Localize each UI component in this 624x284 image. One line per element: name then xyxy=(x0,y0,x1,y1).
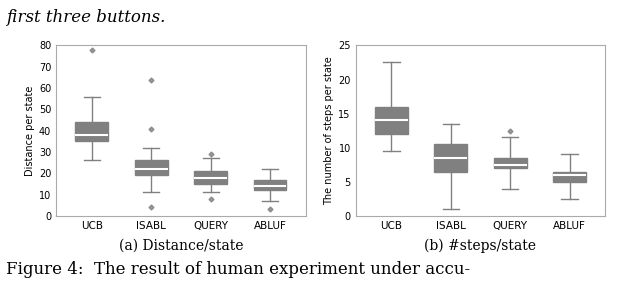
PathPatch shape xyxy=(375,107,407,134)
Y-axis label: The number of steps per state: The number of steps per state xyxy=(324,56,334,205)
PathPatch shape xyxy=(553,172,586,182)
PathPatch shape xyxy=(194,171,227,184)
Text: first three buttons.: first three buttons. xyxy=(6,9,165,26)
PathPatch shape xyxy=(76,122,108,141)
Text: Figure 4:  The result of human experiment under accu-: Figure 4: The result of human experiment… xyxy=(6,261,470,278)
PathPatch shape xyxy=(434,144,467,172)
Y-axis label: Distance per state: Distance per state xyxy=(25,85,35,176)
PathPatch shape xyxy=(494,158,527,168)
PathPatch shape xyxy=(254,179,286,190)
Text: (b) #steps/state: (b) #steps/state xyxy=(424,239,537,253)
Text: (a) Distance/state: (a) Distance/state xyxy=(119,239,243,253)
PathPatch shape xyxy=(135,160,168,175)
